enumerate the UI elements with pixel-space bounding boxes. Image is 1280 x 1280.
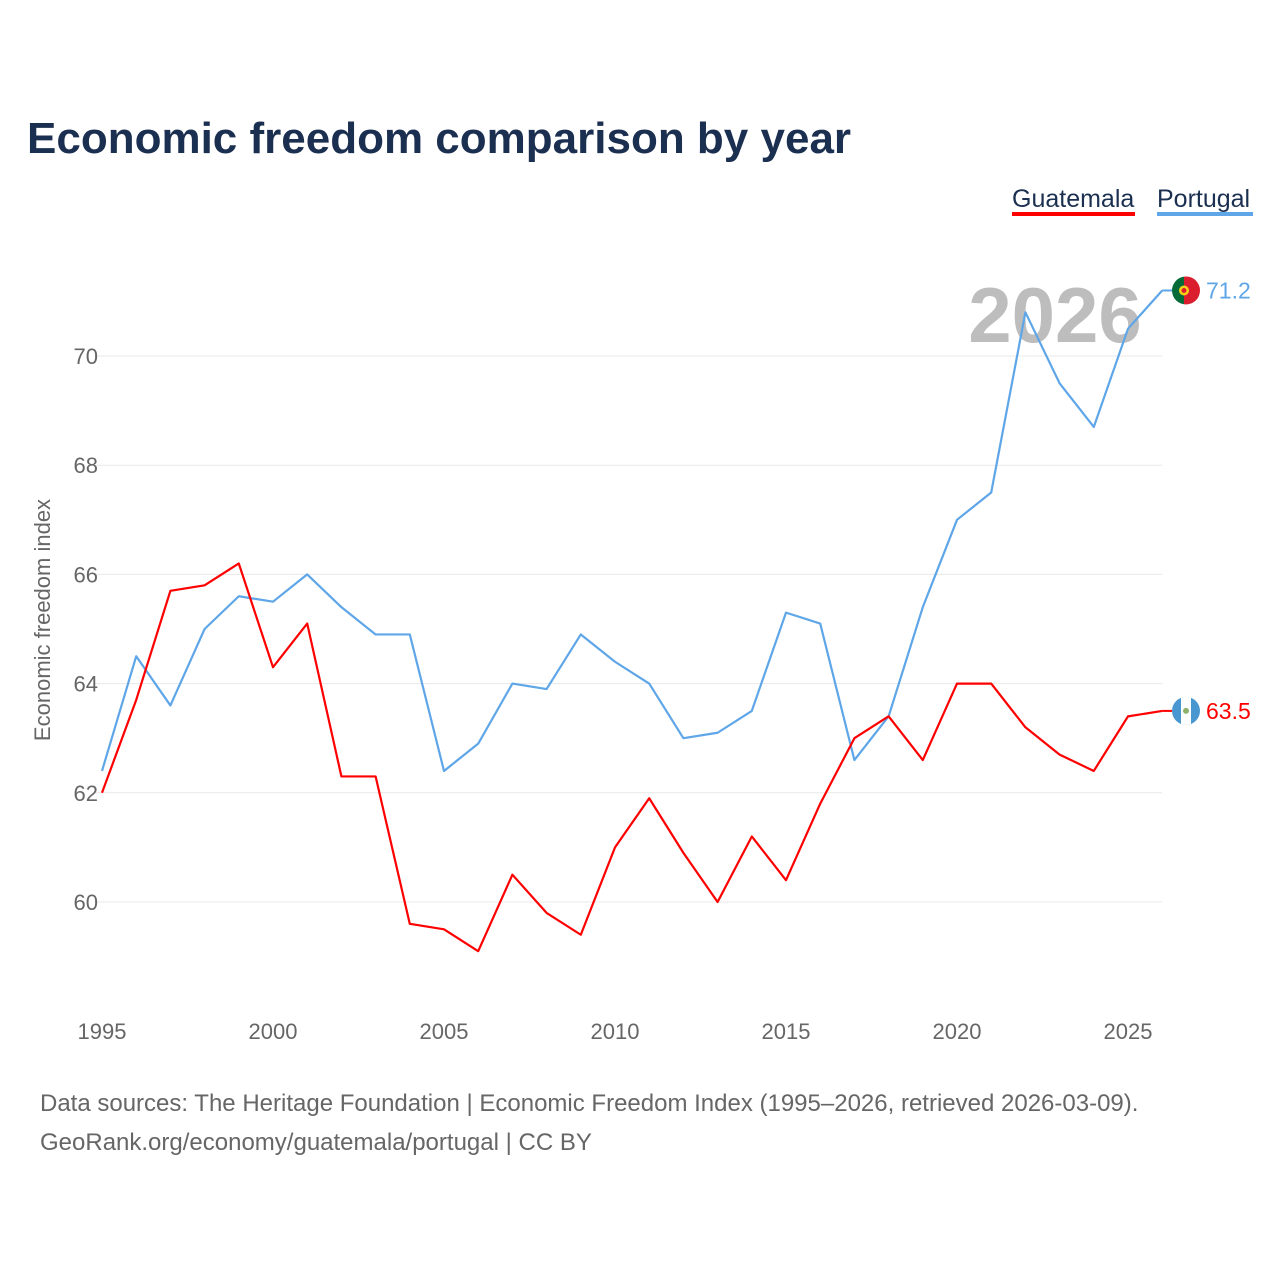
end-value-label: 63.5 [1206,698,1251,724]
x-tick-label: 2005 [420,1019,469,1044]
x-tick-label: 2015 [762,1019,811,1044]
y-tick-label: 66 [74,562,98,587]
x-tick-label: 2025 [1104,1019,1153,1044]
legend: Guatemala Portugal [1012,185,1253,216]
y-tick-label: 68 [74,453,98,478]
legend-label: Portugal [1157,185,1250,213]
legend-swatch [1157,212,1253,216]
x-tick-label: 2000 [249,1019,298,1044]
gridlines [95,355,1162,903]
y-axis-ticks: 60 62 64 66 68 70 [74,344,98,915]
legend-swatch [1012,212,1135,216]
chart-title: Economic freedom comparison by year [27,114,851,163]
y-tick-label: 60 [74,890,98,915]
series-end-labels: 63.5 71.2 [1162,276,1251,725]
portugal-flag-icon [1172,276,1200,305]
series-line-portugal [100,289,1164,773]
series-line-guatemala [100,562,1163,953]
series-lines [100,289,1164,953]
footer-sources: Data sources: The Heritage Foundation | … [40,1090,1138,1117]
x-tick-label: 1995 [78,1019,127,1044]
x-tick-label: 2010 [591,1019,640,1044]
end-value-label: 71.2 [1206,277,1251,303]
guatemala-flag-icon [1172,696,1200,725]
footer-link[interactable]: GeoRank.org/economy/guatemala/portugal |… [40,1129,592,1156]
x-axis-ticks: 1995 2000 2005 2010 2015 2020 2025 [78,1019,1153,1044]
y-axis-label: Economic freedom index [30,499,55,741]
year-watermark: 2026 [968,271,1142,359]
y-tick-label: 64 [74,672,98,697]
y-tick-label: 70 [74,344,98,369]
legend-item-guatemala[interactable]: Guatemala [1012,185,1135,216]
y-tick-label: 62 [74,781,98,806]
legend-item-portugal[interactable]: Portugal [1157,185,1253,216]
legend-label: Guatemala [1012,185,1134,213]
x-tick-label: 2020 [933,1019,982,1044]
